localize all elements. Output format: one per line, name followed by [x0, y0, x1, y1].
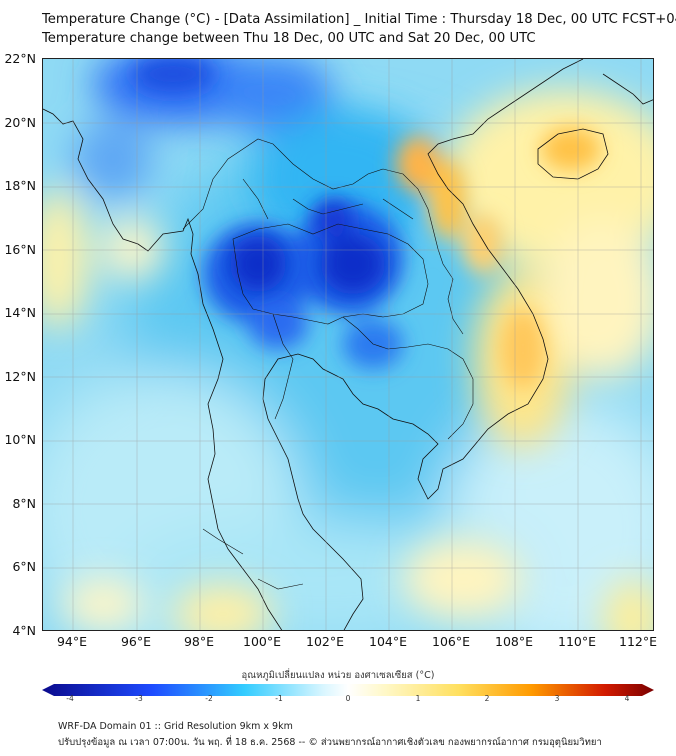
- lon-label-100e: 100°E: [242, 634, 282, 649]
- lon-label-110e: 110°E: [557, 634, 597, 649]
- lon-label-106e: 106°E: [431, 634, 471, 649]
- colorbar-tick: -2: [205, 694, 213, 703]
- lat-label-4n: 4°N: [12, 623, 36, 638]
- colorbar-tick: 1: [415, 694, 421, 703]
- credit-line: ปรับปรุงข้อมูล ณ เวลา 07:00น. วัน พฤ. ที…: [58, 737, 602, 748]
- lat-label-8n: 8°N: [12, 496, 36, 511]
- lat-label-18n: 18°N: [4, 178, 36, 193]
- colorbar-tick: -4: [66, 694, 74, 703]
- lat-label-14n: 14°N: [4, 305, 36, 320]
- colorbar-tick: 3: [554, 694, 560, 703]
- colorbar-gradient: [42, 684, 654, 696]
- lon-label-112e: 112°E: [618, 634, 658, 649]
- lat-label-20n: 20°N: [4, 115, 36, 130]
- map-title: Temperature Change (°C) - [Data Assimila…: [42, 12, 676, 27]
- colorbar-tick: 0: [345, 694, 351, 703]
- gridlines: [43, 59, 653, 630]
- lat-label-6n: 6°N: [12, 559, 36, 574]
- lat-label-22n: 22°N: [4, 51, 36, 66]
- colorbar-label: อุณหภูมิเปลี่ยนแปลง หน่วย องศาเซลเซียส (…: [241, 670, 435, 681]
- colorbar-tick: -3: [135, 694, 143, 703]
- lat-label-16n: 16°N: [4, 242, 36, 257]
- lon-label-108e: 108°E: [494, 634, 534, 649]
- lon-label-102e: 102°E: [305, 634, 345, 649]
- colorbar-tick: 2: [484, 694, 490, 703]
- colorbar-tick: 4: [624, 694, 630, 703]
- borders: [182, 138, 474, 590]
- coastlines: [43, 59, 653, 630]
- map-subtitle: Temperature change between Thu 18 Dec, 0…: [42, 31, 536, 46]
- lat-label-10n: 10°N: [4, 432, 36, 447]
- lat-label-12n: 12°N: [4, 369, 36, 384]
- colorbar: [42, 681, 654, 700]
- lon-label-98e: 98°E: [183, 634, 215, 649]
- lon-label-104e: 104°E: [368, 634, 408, 649]
- temperature-change-map[interactable]: [42, 58, 654, 631]
- lon-label-96e: 96°E: [120, 634, 152, 649]
- model-info: WRF-DA Domain 01 :: Grid Resolution 9km …: [58, 721, 293, 732]
- colorbar-tick: -1: [275, 694, 283, 703]
- lon-label-94e: 94°E: [56, 634, 88, 649]
